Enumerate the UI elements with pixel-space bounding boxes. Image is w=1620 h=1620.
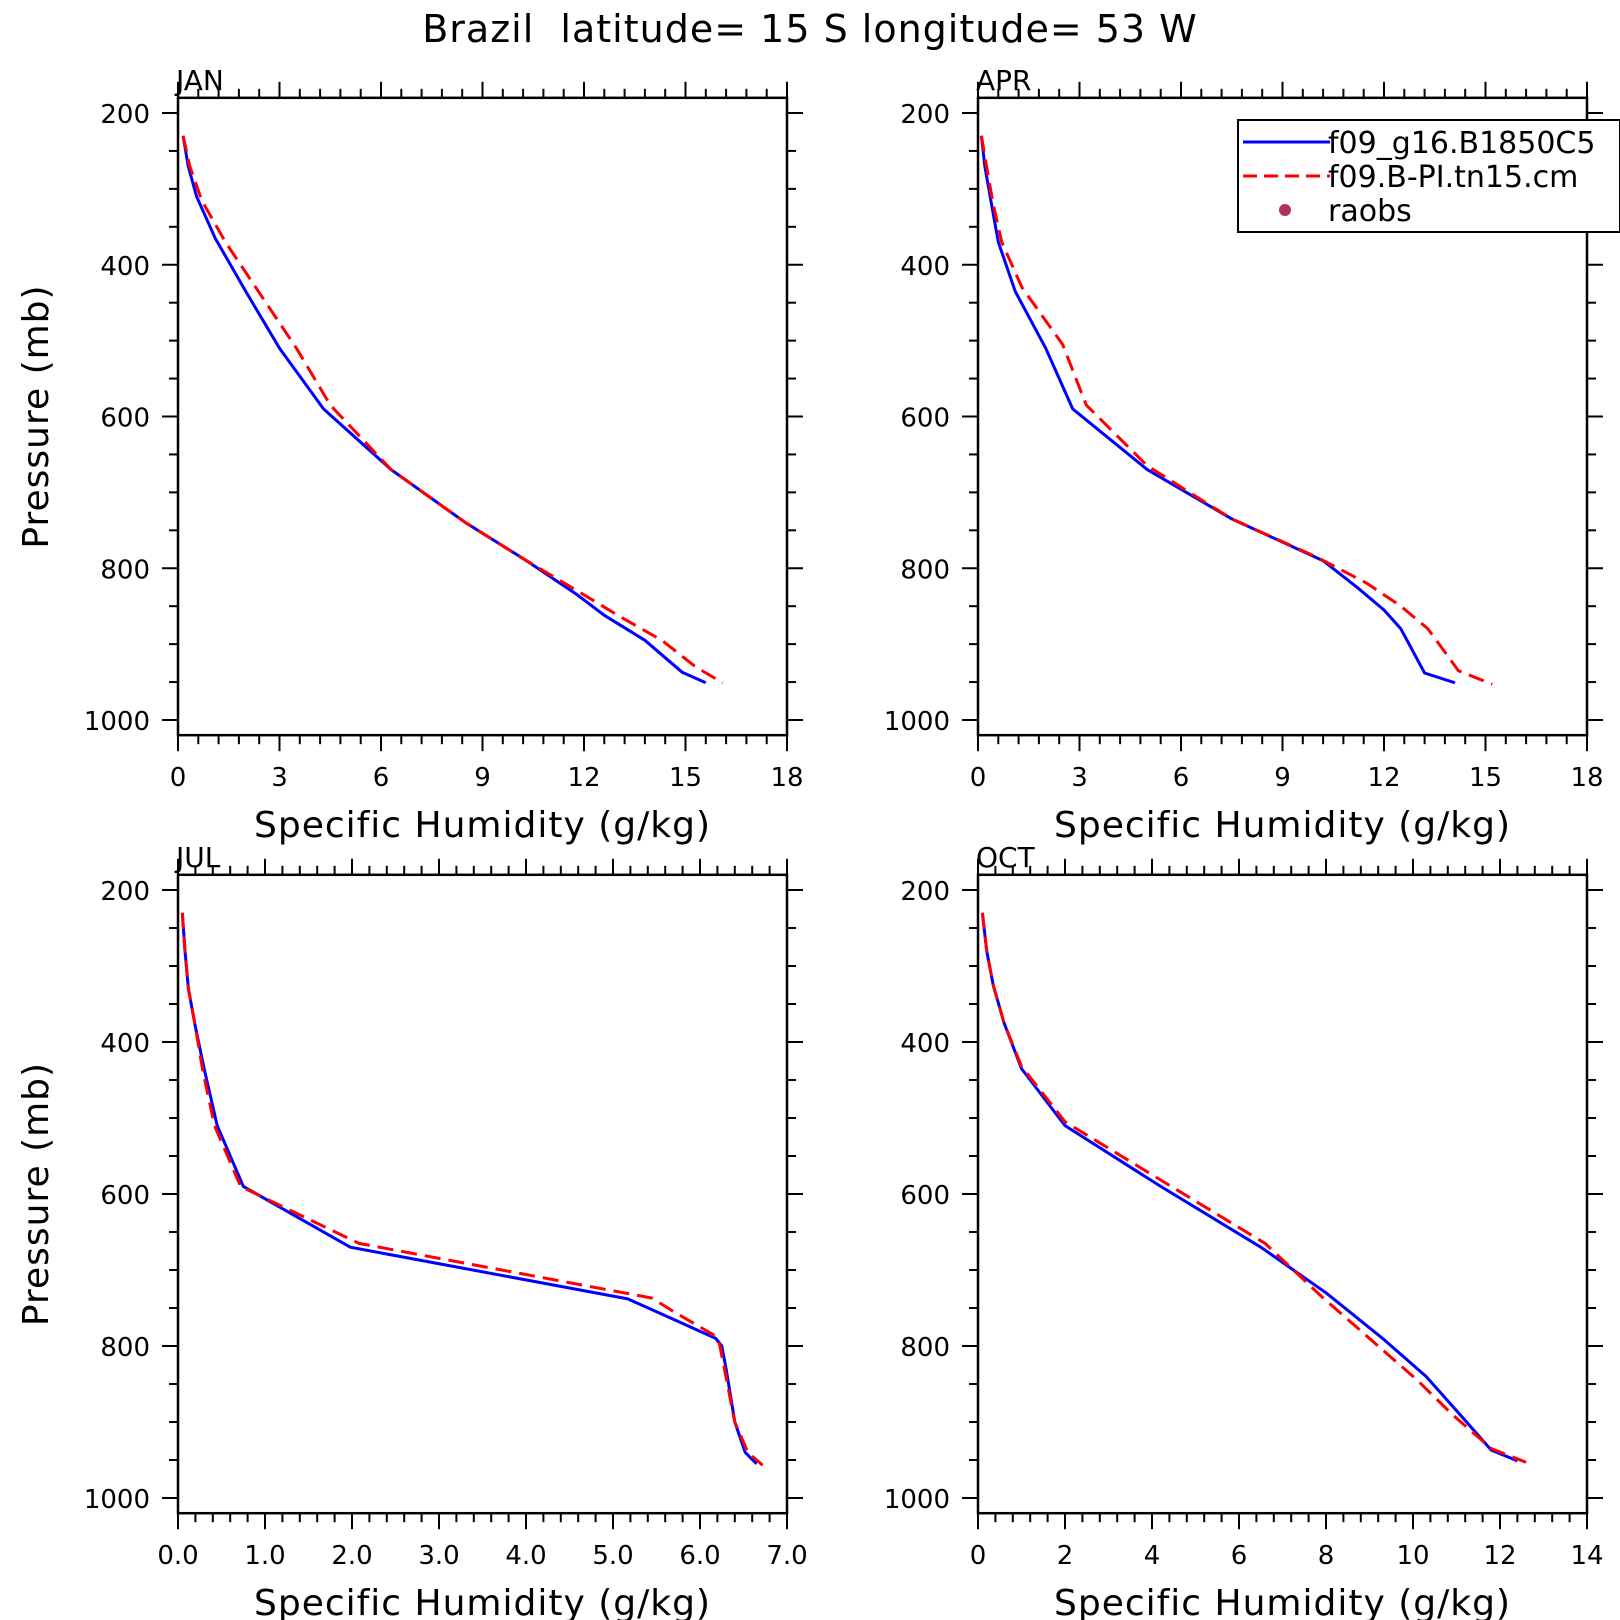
x-tick-label: 15 — [669, 763, 702, 793]
panel-title: APR — [976, 64, 1032, 97]
x-tick-label: 10 — [1396, 1541, 1429, 1571]
legend-marker-dot — [1279, 204, 1291, 216]
x-axis-label: Specific Humidity (g/kg) — [254, 1583, 711, 1620]
panel-title: OCT — [976, 841, 1036, 874]
y-tick-label: 200 — [100, 877, 150, 907]
x-tick-label: 6 — [373, 763, 390, 793]
x-axis-label: Specific Humidity (g/kg) — [1054, 1583, 1511, 1620]
series-line-1 — [181, 135, 707, 685]
x-tick-label: 9 — [474, 763, 491, 793]
x-tick-label: 2 — [1057, 1541, 1074, 1571]
y-tick-label: 800 — [100, 555, 150, 585]
x-tick-label: 3 — [1071, 763, 1088, 793]
x-tick-label: 2.0 — [331, 1541, 372, 1571]
x-tick-label: 18 — [770, 763, 803, 793]
plot-frame — [176, 873, 789, 1515]
x-tick-label: 14 — [1570, 1541, 1603, 1571]
series-line-1 — [979, 135, 1456, 685]
y-axis-label: Pressure (mb) — [16, 1062, 57, 1326]
x-axis-label: Specific Humidity (g/kg) — [254, 805, 711, 846]
x-tick-label: 12 — [1367, 763, 1400, 793]
page-title: Brazil latitude= 15 S longitude= 53 W — [422, 7, 1198, 51]
x-tick-label: 5.0 — [592, 1541, 633, 1571]
y-tick-label: 400 — [900, 252, 950, 282]
series-line-2 — [980, 912, 1527, 1464]
y-tick-label: 600 — [100, 404, 150, 434]
x-tick-label: 8 — [1318, 1541, 1335, 1571]
y-tick-label: 600 — [900, 1181, 950, 1211]
x-tick-label: 12 — [1483, 1541, 1516, 1571]
y-tick-label: 1000 — [84, 707, 150, 737]
y-tick-label: 400 — [100, 1029, 150, 1059]
legend-label-3: raobs — [1328, 194, 1412, 229]
x-tick-label: 9 — [1274, 763, 1291, 793]
x-tick-label: 12 — [567, 763, 600, 793]
legend-label-2: f09.B-PI.tn15.cm — [1328, 160, 1578, 195]
y-axis-label: Pressure (mb) — [16, 284, 57, 548]
x-tick-label: 18 — [1570, 763, 1603, 793]
series-line-2 — [181, 135, 724, 685]
y-tick-label: 600 — [900, 404, 950, 434]
y-tick-label: 1000 — [84, 1485, 150, 1515]
y-tick-label: 200 — [900, 877, 950, 907]
x-tick-label: 4.0 — [505, 1541, 546, 1571]
x-tick-label: 3 — [271, 763, 288, 793]
y-tick-label: 400 — [100, 252, 150, 282]
series-line-2 — [979, 135, 1493, 686]
y-tick-label: 800 — [100, 1333, 150, 1363]
chart-panel-oct: OCT 0 2 4 6 8 10 12 14 200 400 600 800 1000 Specific H… — [884, 841, 1604, 1620]
y-tick-label: 1000 — [884, 707, 950, 737]
x-tick-label: 0.0 — [157, 1541, 198, 1571]
legend-label-1: f09_g16.B1850C5 — [1328, 126, 1595, 161]
x-tick-label: 0 — [170, 763, 187, 793]
y-tick-label: 1000 — [884, 1485, 950, 1515]
y-tick-label: 200 — [900, 100, 950, 130]
y-tick-label: 800 — [900, 1333, 950, 1363]
x-tick-label: 6 — [1231, 1541, 1248, 1571]
y-tick-label: 200 — [100, 100, 150, 130]
x-tick-label: 7.0 — [766, 1541, 807, 1571]
x-tick-label: 15 — [1469, 763, 1502, 793]
series-line-1 — [980, 912, 1518, 1463]
legend-box — [1237, 119, 1620, 233]
series-line-2 — [180, 912, 764, 1467]
x-tick-label: 4 — [1144, 1541, 1161, 1571]
plot-frame — [976, 873, 1589, 1515]
x-tick-label: 6 — [1173, 763, 1190, 793]
plot-frame — [176, 96, 789, 737]
x-tick-label: 3.0 — [418, 1541, 459, 1571]
x-axis-label: Specific Humidity (g/kg) — [1054, 805, 1511, 846]
x-tick-label: 1.0 — [244, 1541, 285, 1571]
series-line-1 — [180, 912, 758, 1465]
y-tick-label: 400 — [900, 1029, 950, 1059]
x-tick-label: 0 — [970, 1541, 987, 1571]
x-tick-label: 6.0 — [679, 1541, 720, 1571]
y-tick-label: 600 — [100, 1181, 150, 1211]
y-tick-label: 800 — [900, 555, 950, 585]
chart-panel-apr: APR 0 3 6 9 12 15 18 200 400 600 800 1000 Specific Hu… — [884, 64, 1604, 846]
x-tick-label: 0 — [970, 763, 987, 793]
